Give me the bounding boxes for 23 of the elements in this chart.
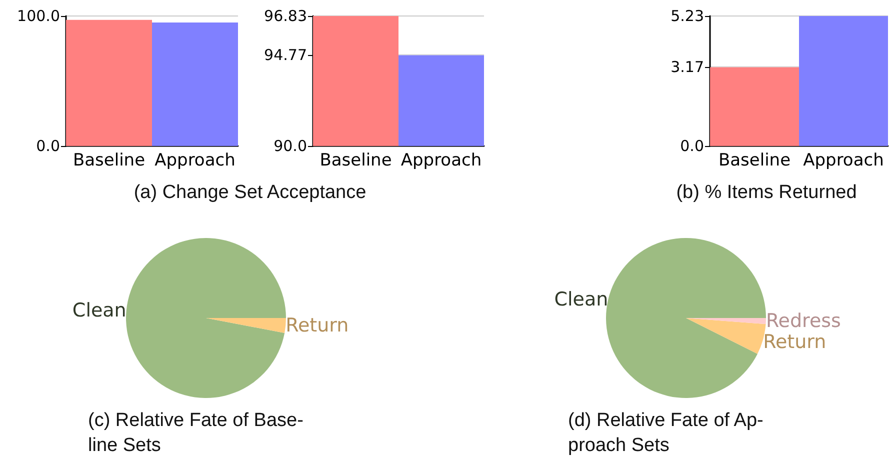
slice-label: Clean [554, 288, 608, 311]
slice-label: Clean [72, 299, 126, 322]
y-tick-label: 3.17 [670, 58, 704, 76]
y-tick-label: 100.0 [17, 7, 60, 25]
x-tick-label: Baseline [320, 150, 392, 170]
text: (c) Relative Fate of Base- line Sets [88, 409, 304, 457]
slice-label: Redress [766, 310, 841, 332]
y-tick-label: 0.0 [36, 137, 60, 155]
text: (a) Change Set Acceptance [132, 181, 368, 205]
x-tick-label: Approach [154, 150, 236, 170]
x-tick-label: Approach [400, 150, 482, 170]
y-tick-label: 94.77 [264, 46, 307, 64]
slice-label: Return [286, 314, 349, 337]
slice-label: Return [763, 331, 826, 354]
text: (d) Relative Fate of Ap- proach Sets [568, 409, 764, 457]
x-tick-label: Approach [803, 150, 884, 170]
y-tick-label: 0.0 [680, 137, 704, 155]
y-tick-label: 96.83 [264, 7, 307, 25]
y-tick-label: 90.0 [274, 137, 307, 155]
x-tick-label: Baseline [718, 150, 791, 170]
y-tick-label: 5.23 [670, 7, 704, 25]
text: (b) % Items Returned [675, 181, 858, 205]
x-tick-label: Baseline [72, 150, 146, 170]
